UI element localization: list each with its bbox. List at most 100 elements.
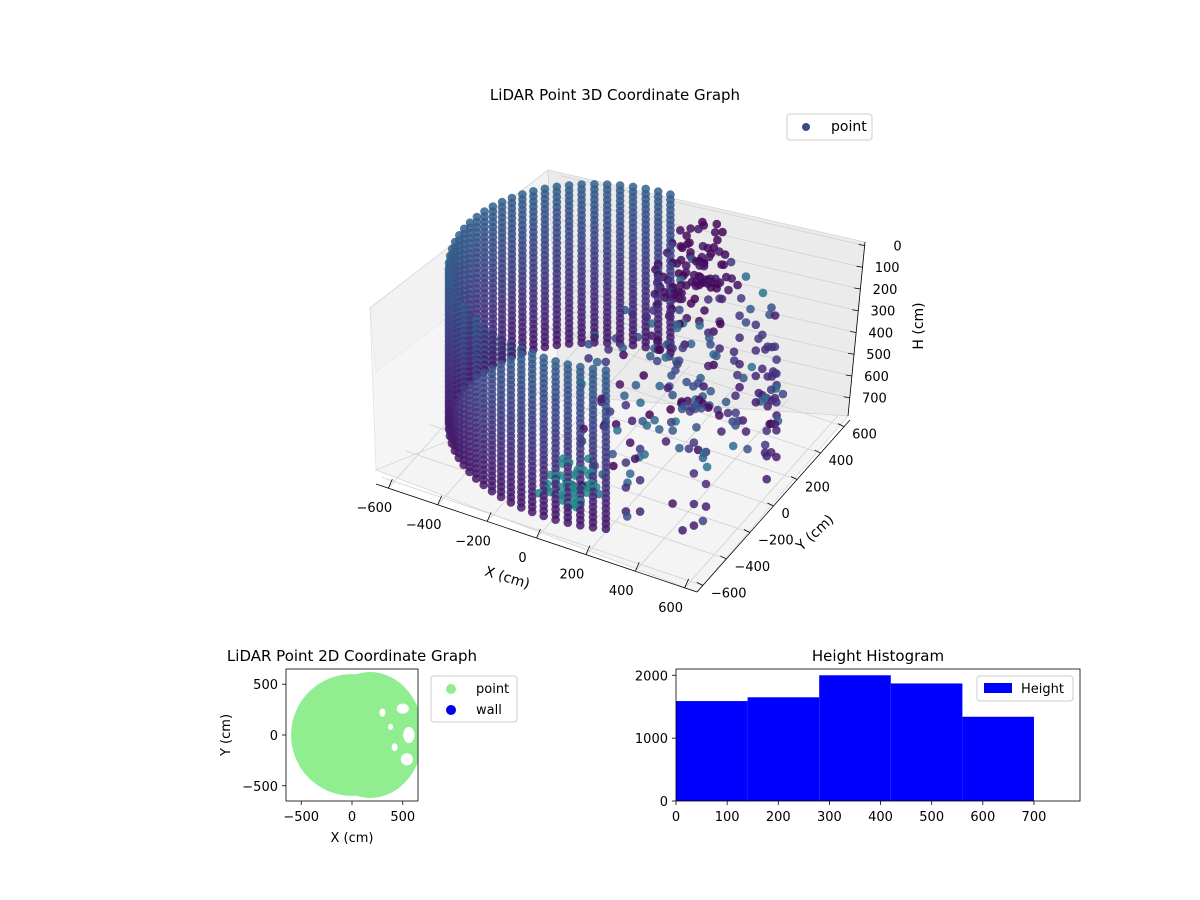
point-3d [692,423,701,432]
histogram-frame [675,668,1081,802]
z-tick-mark [858,244,865,246]
point-3d [487,486,497,496]
grid-line-y [522,318,845,427]
point-3d [681,261,691,270]
point-3d [625,438,635,448]
point-3d [619,350,628,360]
point-3d [620,391,629,401]
point-3d [754,334,763,344]
hist-x-tick-label: 400 [868,810,893,825]
point-3d [672,323,682,333]
legend-3d-frame [786,113,873,141]
z-tick-mark [854,287,861,290]
point-3d [751,320,761,330]
point-3d [622,512,632,521]
y-tick-label-2d: 0 [270,729,278,744]
point-3d [772,398,781,407]
point-3d [684,444,694,454]
x-tick-label-2d: 0 [348,810,356,825]
disk-gap [388,723,394,730]
point-3d [689,499,699,509]
disk-gap [379,708,386,717]
point-3d [689,469,699,478]
x-tick-label-3d: 200 [559,568,584,583]
legend-hist: Height [976,675,1074,702]
point-3d [712,351,721,361]
point-3d [705,252,714,262]
disk-gap [396,703,409,714]
histogram-bars [676,675,1034,801]
point-3d [706,340,715,349]
point-3d [667,371,676,380]
z-tick-mark [852,309,859,312]
x-tick-mark [437,495,443,505]
point-3d [736,294,746,303]
point-3d [698,516,708,526]
hist-x-tick-label: 200 [766,810,791,825]
point-3d [729,347,739,357]
y-axis-label-3d: Y (cm) [793,512,838,555]
point-3d [686,224,695,233]
point-3d [642,421,652,430]
point-3d [727,274,736,283]
point-3d [716,319,725,329]
point-3d [479,480,489,490]
point-3d [762,426,771,436]
point-3d [496,492,506,502]
y-tick-label-3d: 200 [805,481,830,496]
point-3d [517,503,526,512]
point-3d [751,398,761,407]
point-3d [758,288,768,298]
histogram-bar [819,675,891,801]
hist-x-tick-label: 0 [672,810,680,825]
disk-gap [400,753,413,766]
point-3d [661,437,671,446]
point-3d [685,407,695,416]
disk-fragment [388,730,401,740]
z-tick-mark [843,396,850,399]
point-3d [698,453,708,463]
point-3d [672,259,682,268]
point-3d [641,342,650,352]
legend-3d: point [786,113,873,141]
point-3d [695,321,704,330]
x-tick-label-3d: 0 [518,551,526,566]
y-tick-label-3d: −400 [734,560,770,575]
point-3d [761,345,770,354]
point-3d [689,521,699,530]
legend-hist-swatch [984,683,1012,693]
legend-2d-marker-wall [446,705,456,715]
z-tick-label-3d: 400 [868,326,893,341]
point-3d [584,339,594,349]
point-3d [747,362,757,372]
point-3d [655,345,665,355]
point-3d [601,524,611,534]
point-3d [731,391,740,401]
point-3d [631,380,641,390]
point-3d [635,475,645,485]
point-3d [604,345,613,354]
disk-fragment [393,738,402,745]
z-tick-label-3d: 300 [870,305,895,320]
point-3d [700,306,709,315]
point-3d [760,440,770,450]
y-tick-label-3d: −600 [711,586,747,601]
point-3d [678,243,687,253]
point-3d [719,260,728,270]
point-3d [704,361,713,371]
point-3d [539,511,548,521]
point-3d [717,294,727,304]
z-tick-mark [856,265,863,268]
point-3d [766,385,776,395]
point-3d [741,318,751,327]
point-3d [728,441,738,451]
point-3d [704,295,713,304]
x-axis-label-3d: X (cm) [483,564,532,593]
y-tick-mark [696,582,704,586]
point-3d [721,397,731,407]
point-disk-extension [317,672,418,798]
point-3d [552,340,562,350]
histogram-ticks: 0 100 200 300 400 500 600 700 0 1000 2000 [635,669,1046,825]
point-3d [735,311,744,321]
x-tick-mark [684,578,690,589]
